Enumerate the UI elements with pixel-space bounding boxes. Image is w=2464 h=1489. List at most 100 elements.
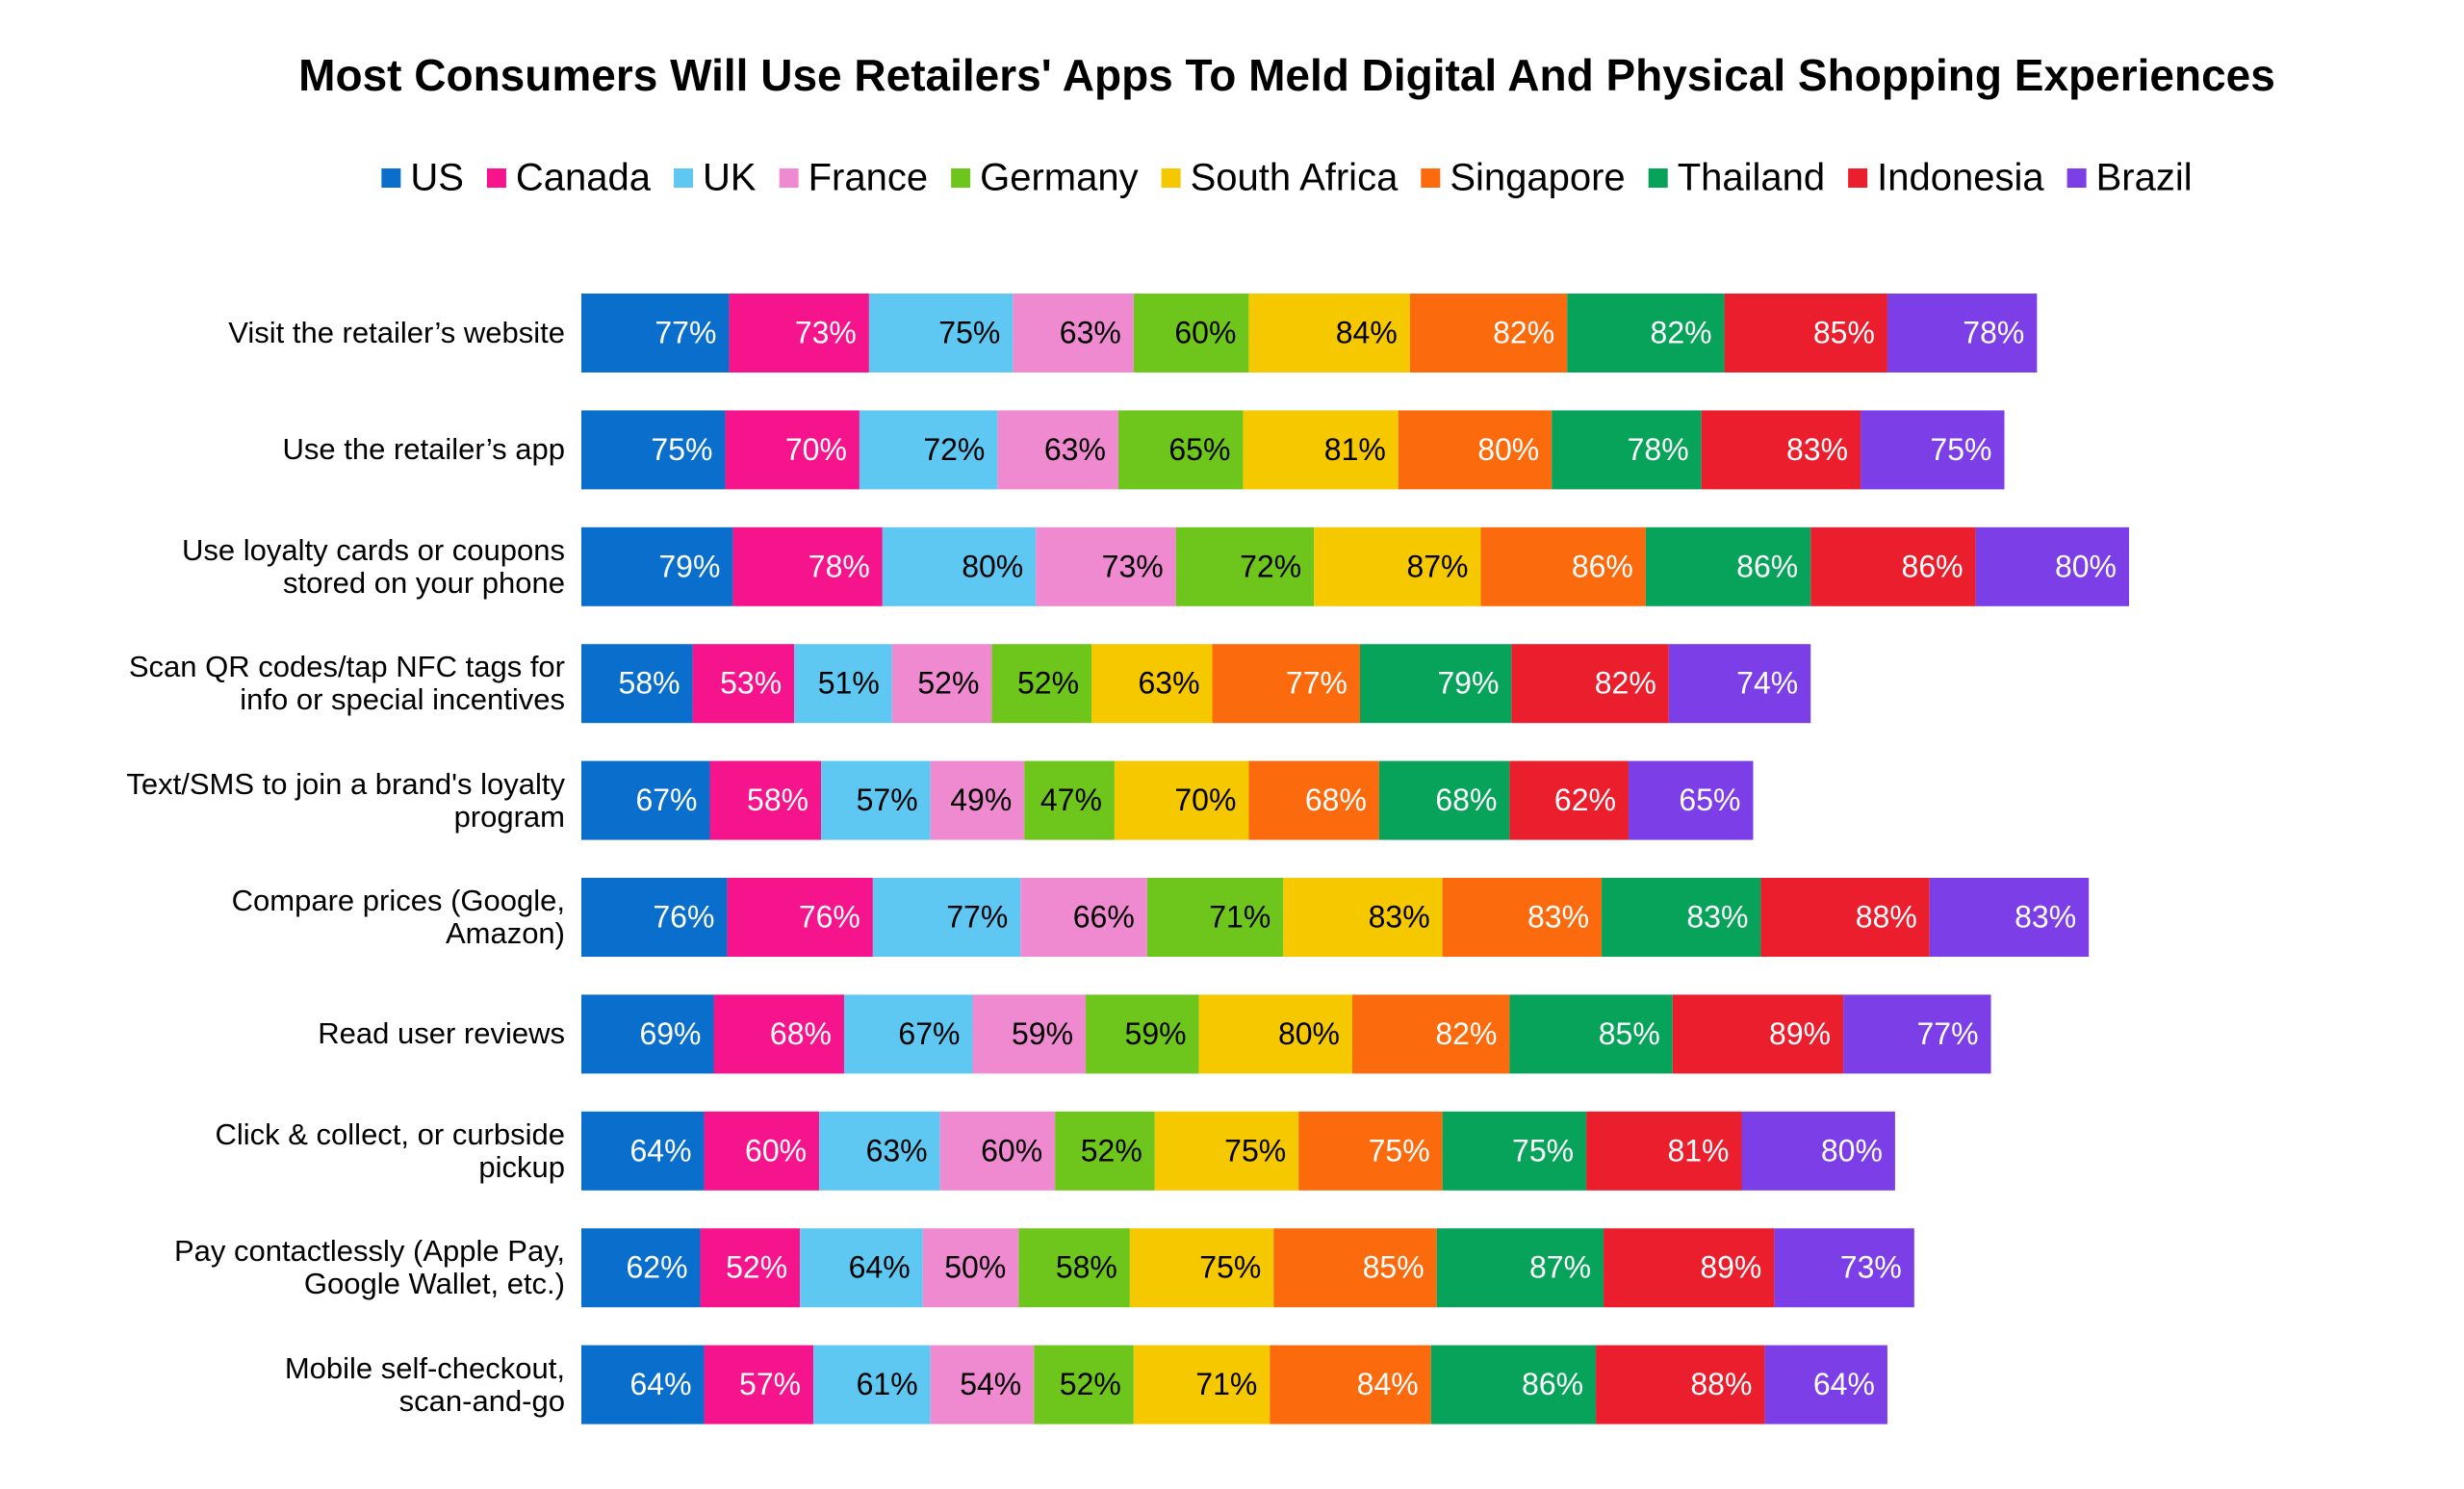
value-label: 52% bbox=[1060, 1367, 1121, 1401]
value-label: 81% bbox=[1324, 432, 1386, 467]
bar-segment bbox=[692, 644, 795, 724]
value-label: 86% bbox=[1902, 549, 1964, 583]
bar-segment bbox=[1359, 644, 1512, 724]
value-label: 82% bbox=[1595, 666, 1656, 701]
legend-label: France bbox=[808, 157, 929, 199]
bar-segment bbox=[991, 644, 1092, 724]
y-tick-label: Mobile self-checkout, scan-and-go bbox=[284, 1350, 565, 1418]
value-label: 89% bbox=[1700, 1250, 1761, 1285]
bar-segment bbox=[1586, 1111, 1742, 1191]
bar-segment bbox=[821, 760, 931, 840]
value-label: 75% bbox=[1224, 1133, 1286, 1168]
bar-segment bbox=[1020, 878, 1147, 957]
legend-label: South Africa bbox=[1191, 157, 1399, 199]
value-label: 53% bbox=[720, 666, 782, 701]
bar-segment bbox=[1018, 1228, 1130, 1308]
value-label: 80% bbox=[2055, 549, 2117, 583]
value-label: 74% bbox=[1736, 666, 1798, 701]
value-label: 63% bbox=[1044, 432, 1106, 467]
bar-segment bbox=[1212, 644, 1360, 724]
value-label: 77% bbox=[654, 315, 716, 349]
value-label: 86% bbox=[1522, 1367, 1583, 1401]
bar-segment bbox=[997, 410, 1118, 490]
y-tick-label: Click & collect, or curbside pickup bbox=[215, 1117, 565, 1184]
bar-segment bbox=[727, 878, 873, 957]
value-label: 78% bbox=[808, 549, 870, 583]
bar-segment bbox=[1975, 526, 2129, 606]
legend-swatch bbox=[381, 168, 401, 188]
legend-swatch bbox=[779, 168, 799, 188]
y-tick-label: Compare prices (Google, Amazon) bbox=[231, 884, 565, 950]
legend-swatch bbox=[1161, 168, 1181, 188]
bar-segment bbox=[709, 760, 822, 840]
bar-segment bbox=[1509, 760, 1629, 840]
bar-segment bbox=[930, 1345, 1035, 1425]
bar-segment bbox=[581, 526, 733, 606]
legend-swatch bbox=[486, 168, 506, 188]
value-label: 85% bbox=[1599, 1016, 1660, 1051]
value-label: 82% bbox=[1435, 1016, 1497, 1051]
bar-segment bbox=[1273, 1228, 1437, 1308]
value-label: 85% bbox=[1813, 315, 1875, 349]
value-label: 87% bbox=[1529, 1250, 1591, 1285]
value-label: 73% bbox=[1840, 1250, 1902, 1285]
value-label: 84% bbox=[1336, 315, 1398, 349]
value-label: 77% bbox=[1916, 1016, 1978, 1051]
value-label: 86% bbox=[1572, 549, 1633, 583]
bar-segment bbox=[581, 994, 714, 1074]
bar-segment bbox=[939, 1111, 1056, 1191]
value-label: 88% bbox=[1856, 899, 1917, 934]
legend-swatch bbox=[1648, 168, 1668, 188]
bar-segment bbox=[1248, 294, 1410, 372]
bar-segment bbox=[1567, 294, 1725, 372]
value-label: 83% bbox=[2015, 899, 2076, 934]
bar-segment bbox=[972, 994, 1087, 1074]
legend-label: Indonesia bbox=[1877, 157, 2044, 199]
value-label: 72% bbox=[923, 432, 985, 467]
value-label: 84% bbox=[1357, 1367, 1419, 1401]
bar-segment bbox=[1810, 526, 1976, 606]
value-label: 52% bbox=[1017, 666, 1079, 701]
bar-segment bbox=[1091, 644, 1213, 724]
value-label: 69% bbox=[639, 1016, 701, 1051]
bar-segment bbox=[930, 760, 1025, 840]
chart-title: Most Consumers Will Use Retailers' Apps … bbox=[298, 50, 2275, 100]
bar-segment bbox=[1378, 760, 1510, 840]
bar-segment bbox=[732, 526, 883, 606]
value-label: 78% bbox=[1628, 432, 1689, 467]
legend-swatch bbox=[674, 168, 694, 188]
value-label: 81% bbox=[1667, 1133, 1729, 1168]
value-label: 50% bbox=[944, 1250, 1006, 1285]
bar-segment bbox=[1668, 644, 1811, 724]
bar-segment bbox=[1645, 526, 1811, 606]
bar-segment bbox=[1628, 760, 1754, 840]
value-label: 85% bbox=[1363, 1250, 1424, 1285]
bar-segment bbox=[1133, 1345, 1270, 1425]
legend-label: Singapore bbox=[1450, 157, 1625, 199]
value-label: 57% bbox=[739, 1367, 801, 1401]
value-label: 59% bbox=[1125, 1016, 1187, 1051]
value-label: 52% bbox=[726, 1250, 787, 1285]
value-label: 54% bbox=[960, 1367, 1021, 1401]
value-label: 64% bbox=[629, 1133, 691, 1168]
bar-segment bbox=[1701, 410, 1861, 490]
value-label: 83% bbox=[1369, 899, 1430, 934]
value-label: 77% bbox=[1286, 666, 1348, 701]
bar-segment bbox=[1314, 526, 1481, 606]
bar-segment bbox=[891, 644, 992, 724]
legend-label: UK bbox=[703, 157, 757, 199]
bar-segment bbox=[859, 410, 998, 490]
value-label: 58% bbox=[1056, 1250, 1117, 1285]
value-label: 60% bbox=[1174, 315, 1236, 349]
bar-segment bbox=[713, 994, 844, 1074]
value-label: 51% bbox=[818, 666, 880, 701]
value-label: 78% bbox=[1963, 315, 2024, 349]
bar-segment bbox=[1672, 994, 1844, 1074]
value-label: 67% bbox=[635, 783, 697, 817]
value-label: 64% bbox=[1813, 1367, 1875, 1401]
value-label: 63% bbox=[866, 1133, 928, 1168]
bar-segment bbox=[1843, 994, 1991, 1074]
bar-segment bbox=[1774, 1228, 1914, 1308]
